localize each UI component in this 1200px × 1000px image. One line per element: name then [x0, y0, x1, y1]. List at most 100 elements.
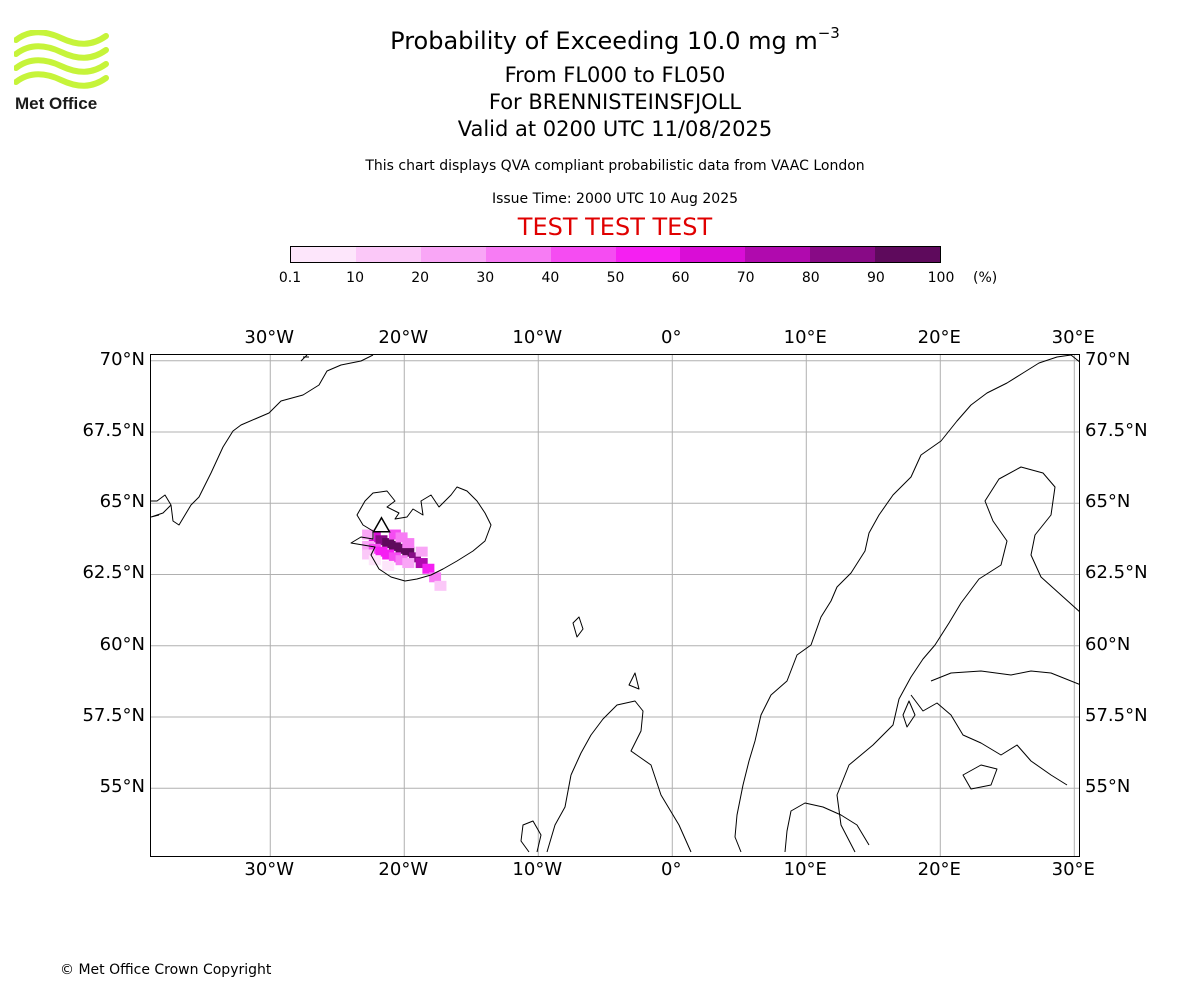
colorbar-tick-label: 50: [606, 270, 625, 286]
lon-label-bottom: 20°W: [378, 859, 429, 880]
colorbar-tick-label: 20: [411, 270, 430, 286]
greenland-coast: [151, 355, 374, 526]
lon-label-top: 30°W: [244, 327, 295, 348]
plume-cell: [402, 558, 415, 569]
logo-waves-icon: [14, 30, 109, 89]
lat-label-left: 55°N: [99, 776, 145, 798]
ash-probability-plume: [362, 529, 447, 591]
colorbar-swatch: [875, 247, 941, 262]
colorbar-swatch: [680, 247, 746, 262]
southern-scandinavia-islands: [962, 764, 998, 790]
flight-level-range: From FL000 to FL050: [504, 63, 726, 87]
plume-cell: [388, 529, 401, 540]
shetland: [628, 672, 640, 690]
lon-label-top: 20°W: [378, 327, 429, 348]
plume-cell: [395, 555, 408, 566]
lat-label-left: 60°N: [99, 633, 145, 655]
lon-label-top: 30°E: [1051, 327, 1095, 348]
lon-label-bottom: 20°E: [917, 859, 961, 880]
plume-cell: [395, 532, 408, 543]
colorbar-tick-label: 60: [671, 270, 690, 286]
lon-label-bottom: 10°W: [512, 859, 563, 880]
lat-label-left: 65°N: [99, 491, 145, 513]
volcano-name: For BRENNISTEINSFJOLL: [488, 90, 742, 114]
colorbar-tick-label: 80: [801, 270, 820, 286]
plume-cell: [434, 580, 447, 591]
plume-cell: [429, 572, 442, 583]
lat-label-right: 70°N: [1085, 348, 1131, 370]
lat-label-right: 65°N: [1085, 491, 1131, 513]
lon-label-top: 10°E: [783, 327, 827, 348]
lat-label-right: 60°N: [1085, 633, 1131, 655]
map-panel: [150, 354, 1080, 857]
colorbar-swatch: [615, 247, 681, 262]
coastlines: [151, 355, 1079, 853]
colorbar-swatch: [420, 247, 486, 262]
plume-cell: [362, 549, 375, 560]
great-britain-west-coast: [546, 774, 572, 853]
colorbar-tick-label: 40: [541, 270, 560, 286]
title-exponent: −3: [817, 24, 840, 42]
colorbar-tick-label: 30: [476, 270, 495, 286]
plume-cell: [368, 532, 381, 543]
lon-label-top: 10°W: [512, 327, 563, 348]
plume-cell: [408, 552, 421, 563]
iceland-coast: [350, 486, 492, 582]
lat-label-left: 57.5°N: [82, 704, 145, 726]
lat-label-left: 62.5°N: [82, 562, 145, 584]
lat-label-right: 55°N: [1085, 776, 1131, 798]
lon-label-top: 0°: [661, 327, 682, 348]
lat-label-right: 67.5°N: [1085, 419, 1148, 441]
graticule: [151, 355, 1079, 856]
plume-cell: [402, 546, 415, 557]
plume-cell: [368, 555, 381, 566]
colorbar-swatch: [291, 247, 356, 262]
great-britain-coast: [570, 700, 692, 853]
lat-label-left: 70°N: [99, 348, 145, 370]
colorbar-swatch: [355, 247, 421, 262]
plume-cell: [382, 560, 395, 571]
colorbar-tick-label: 100: [927, 270, 955, 286]
gotland: [902, 700, 916, 728]
plume-cell: [382, 538, 395, 549]
plume-cell: [388, 540, 401, 551]
chart-title: Probability of Exceeding 10.0 mg m−3: [390, 24, 840, 55]
colorbar: [290, 246, 941, 263]
colorbar-swatch: [745, 247, 811, 262]
baltic-states-coast: [910, 694, 1068, 786]
plume-cell: [415, 546, 428, 557]
plume-cell: [402, 538, 415, 549]
valid-time: Valid at 0200 UTC 11/08/2025: [457, 117, 773, 141]
lon-label-top: 20°E: [917, 327, 961, 348]
copyright-notice: © Met Office Crown Copyright: [60, 962, 272, 978]
greenland-coast-north: [300, 355, 309, 362]
volcano-marker-icon: [372, 516, 391, 533]
faroe-islands: [572, 616, 584, 638]
colorbar-swatch: [550, 247, 616, 262]
lon-label-bottom: 30°E: [1051, 859, 1095, 880]
colorbar-unit: (%): [973, 270, 998, 286]
plume-cell: [375, 535, 388, 546]
lat-label-left: 67.5°N: [82, 419, 145, 441]
test-banner: TEST TEST TEST: [517, 213, 713, 241]
plume-cell: [395, 543, 408, 554]
denmark-coast: [784, 802, 870, 853]
colorbar-tick-label: 0.1: [278, 270, 302, 286]
logo-text: Met Office: [15, 94, 97, 113]
norway-coast: [734, 355, 1079, 853]
met-office-logo: Met Office: [14, 30, 109, 113]
plume-cell: [368, 543, 381, 554]
colorbar-tick-label: 70: [736, 270, 755, 286]
lon-label-bottom: 10°E: [783, 859, 827, 880]
plume-cell: [375, 546, 388, 557]
colorbar-tick-label: 10: [346, 270, 365, 286]
lat-label-right: 62.5°N: [1085, 562, 1148, 584]
plume-cell: [388, 552, 401, 563]
gulf-of-finland: [930, 670, 1079, 685]
lat-label-right: 57.5°N: [1085, 704, 1148, 726]
sweden-finland-coast: [836, 466, 1079, 853]
chart-subtitle: This chart displays QVA compliant probab…: [365, 158, 865, 174]
plume-cell: [382, 549, 395, 560]
plume-cell: [362, 529, 375, 540]
plume-cell: [422, 563, 435, 574]
